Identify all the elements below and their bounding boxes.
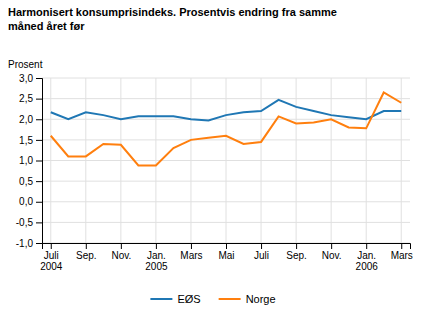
x-tick-label: Mai: [218, 250, 234, 261]
x-tick-mark: [121, 243, 122, 249]
x-tick-label: Sep.: [286, 250, 307, 261]
y-tick: 1,0: [19, 155, 42, 166]
x-tick: Juli2004: [40, 243, 63, 272]
grid-line-x: [120, 78, 121, 243]
y-tick-label: 0,0: [19, 196, 33, 207]
x-tick-label: Mars: [180, 250, 202, 261]
x-tick-label: Juli: [254, 250, 269, 261]
y-tick: -1,0: [16, 238, 42, 249]
x-tick-mark: [226, 243, 227, 249]
y-tick-mark: [36, 222, 42, 223]
legend: EØS Norge: [150, 293, 275, 305]
legend-swatch: [150, 298, 172, 300]
legend-item: EØS: [150, 293, 200, 305]
x-tick-label: Jan.2006: [356, 250, 379, 272]
y-tick-mark: [36, 161, 42, 162]
x-tick-mark: [191, 243, 192, 249]
x-tick-mark: [156, 243, 157, 249]
y-tick: 2,0: [19, 114, 42, 125]
x-tick: Nov.: [111, 243, 131, 261]
grid-line-x: [331, 78, 332, 243]
y-tick-mark: [36, 99, 42, 100]
x-tick-label: Nov.: [111, 250, 131, 261]
x-tick-mark: [331, 243, 332, 249]
y-tick-mark: [36, 181, 42, 182]
legend-swatch: [219, 298, 241, 300]
x-tick: Mai: [218, 243, 234, 261]
y-tick-label: 1,0: [19, 155, 33, 166]
y-tick-label: -1,0: [16, 238, 34, 249]
x-tick-label: Juli2004: [40, 250, 63, 272]
x-tick-mark: [401, 243, 402, 249]
y-tick-label: 0,5: [19, 176, 33, 187]
legend-item: Norge: [219, 293, 276, 305]
y-tick-label: -0,5: [16, 217, 34, 228]
legend-label: EØS: [177, 293, 200, 305]
grid-line-x: [190, 78, 191, 243]
y-tick: -0,5: [16, 217, 42, 228]
y-tick: 0,5: [19, 176, 42, 187]
grid-line-x: [296, 78, 297, 243]
grid-line-x: [366, 78, 367, 243]
grid-line-x: [50, 78, 51, 243]
y-tick-mark: [36, 119, 42, 120]
y-axis-line: [36, 79, 43, 244]
y-tick-label: 3,0: [19, 73, 33, 84]
grid: [42, 78, 410, 243]
plot: -1,0 -0,5 0,0 0,5 1,0 1,5 2,0 2,5 3,0 Juli2004 Sep…: [16, 73, 413, 272]
legend-label: Norge: [246, 293, 276, 305]
grid-line-x: [261, 78, 262, 243]
series-line: [51, 100, 401, 121]
x-tick: Mars: [180, 243, 202, 261]
x-tick: Juli: [254, 243, 269, 261]
x-tick-label: Mars: [391, 250, 413, 261]
grid-line-x: [155, 78, 156, 243]
x-tick: Sep.: [76, 243, 97, 261]
x-axis-line: [43, 244, 411, 250]
grid-line-x: [226, 78, 227, 243]
x-tick: Sep.: [286, 243, 307, 261]
x-tick: Nov.: [322, 243, 342, 261]
y-tick-mark: [36, 78, 42, 79]
y-tick-label: 2,0: [19, 114, 33, 125]
y-tick: 3,0: [19, 73, 42, 84]
x-tick-label: Nov.: [322, 250, 342, 261]
x-tick: Mars: [391, 243, 413, 261]
y-tick-mark: [36, 243, 42, 244]
x-tick: Jan.2006: [356, 243, 379, 272]
x-tick: Jan.2005: [145, 243, 168, 272]
x-tick-mark: [261, 243, 262, 249]
y-tick-mark: [36, 202, 42, 203]
chart: Harmonisert konsumprisindeks. Prosentvis…: [0, 0, 426, 315]
y-tick-mark: [36, 140, 42, 141]
x-tick-label: Sep.: [76, 250, 97, 261]
y-tick: 0,0: [19, 196, 42, 207]
x-axis: Juli2004 Sep. Nov. Jan.2005 Mars Mai Juli Sep. N…: [40, 243, 413, 272]
x-tick-mark: [51, 243, 52, 249]
x-tick-label: Jan.2005: [145, 250, 168, 272]
title: Harmonisert konsumprisindeks. Prosentvis…: [8, 6, 337, 32]
x-tick-mark: [366, 243, 367, 249]
x-tick-mark: [86, 243, 87, 249]
y-tick: 1,5: [19, 135, 42, 146]
grid-line-x: [85, 78, 86, 243]
y-axis-label: Prosent: [8, 59, 43, 70]
lines: [51, 92, 401, 165]
y-axis: -1,0 -0,5 0,0 0,5 1,0 1,5 2,0 2,5 3,0: [16, 73, 43, 249]
y-tick-label: 1,5: [19, 135, 33, 146]
x-tick-mark: [296, 243, 297, 249]
series-line: [51, 92, 401, 165]
y-tick: 2,5: [19, 93, 42, 104]
y-tick-label: 2,5: [19, 93, 33, 104]
